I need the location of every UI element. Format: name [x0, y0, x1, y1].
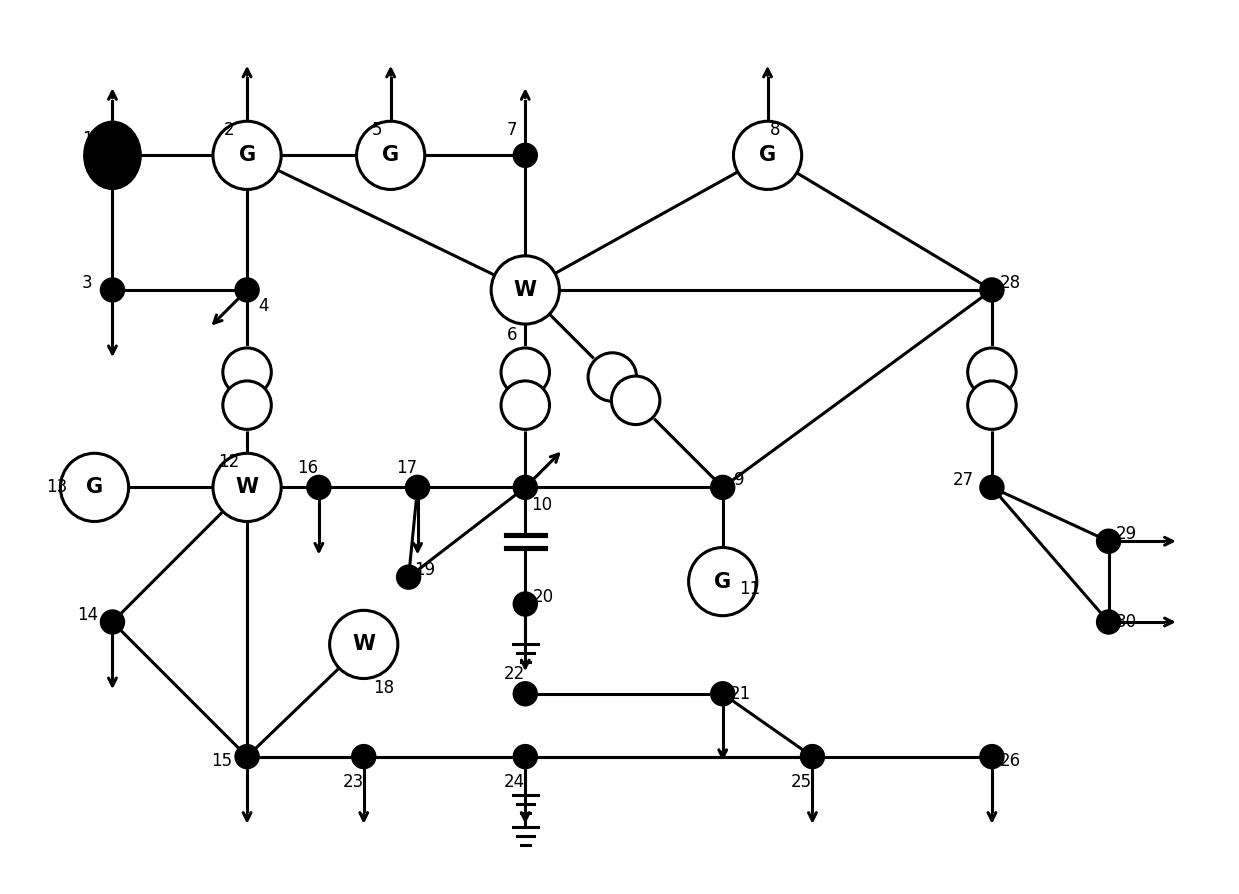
- Circle shape: [61, 453, 129, 521]
- Text: W: W: [235, 477, 259, 497]
- Text: 4: 4: [258, 297, 269, 315]
- Text: 5: 5: [372, 122, 383, 139]
- Circle shape: [711, 682, 735, 705]
- Text: 13: 13: [46, 478, 67, 496]
- Text: 21: 21: [730, 685, 751, 703]
- Text: 15: 15: [212, 752, 233, 770]
- Text: 3: 3: [82, 274, 93, 291]
- Circle shape: [1097, 611, 1120, 634]
- Circle shape: [514, 745, 536, 768]
- Circle shape: [100, 278, 124, 301]
- Circle shape: [514, 476, 536, 499]
- Text: 30: 30: [1116, 613, 1137, 631]
- Text: 7: 7: [507, 122, 517, 139]
- Text: 6: 6: [507, 325, 517, 344]
- Text: 26: 26: [1000, 752, 1021, 770]
- Circle shape: [100, 611, 124, 634]
- Circle shape: [352, 745, 375, 768]
- Circle shape: [235, 745, 259, 768]
- Text: G: G: [382, 146, 399, 165]
- Text: G: G: [239, 146, 255, 165]
- Circle shape: [514, 682, 536, 705]
- Text: 18: 18: [373, 679, 394, 696]
- Circle shape: [213, 453, 281, 521]
- Text: G: G: [760, 146, 776, 165]
- Ellipse shape: [501, 381, 550, 429]
- Text: 29: 29: [1116, 525, 1137, 543]
- Text: G: G: [85, 477, 103, 497]
- Text: 9: 9: [733, 471, 745, 489]
- Circle shape: [980, 476, 1004, 499]
- Circle shape: [396, 566, 420, 589]
- Circle shape: [1097, 529, 1120, 552]
- Ellipse shape: [501, 348, 550, 396]
- Circle shape: [980, 278, 1004, 301]
- Text: 20: 20: [533, 588, 554, 606]
- Circle shape: [213, 122, 281, 190]
- Text: 11: 11: [738, 580, 761, 598]
- Ellipse shape: [968, 348, 1016, 396]
- Circle shape: [800, 745, 824, 768]
- Circle shape: [491, 256, 559, 324]
- Circle shape: [357, 122, 425, 190]
- Circle shape: [711, 476, 735, 499]
- Ellipse shape: [222, 346, 273, 432]
- Text: 17: 17: [396, 459, 418, 477]
- Ellipse shape: [589, 353, 659, 424]
- Text: 10: 10: [530, 496, 553, 514]
- Circle shape: [514, 593, 536, 616]
- Circle shape: [689, 547, 757, 616]
- Text: 24: 24: [504, 772, 525, 790]
- Text: 2: 2: [224, 122, 234, 139]
- Text: 8: 8: [769, 122, 781, 139]
- Circle shape: [330, 611, 398, 679]
- Text: 16: 16: [297, 459, 318, 477]
- Text: 23: 23: [342, 772, 363, 790]
- Text: G: G: [714, 571, 731, 592]
- Circle shape: [980, 745, 1004, 768]
- Ellipse shape: [499, 346, 550, 432]
- Circle shape: [406, 476, 429, 499]
- Text: 19: 19: [414, 561, 435, 579]
- Text: 1: 1: [82, 131, 93, 148]
- Circle shape: [307, 476, 331, 499]
- Ellipse shape: [223, 381, 271, 429]
- Circle shape: [235, 278, 259, 301]
- Text: W: W: [352, 635, 375, 654]
- Text: 14: 14: [77, 606, 98, 624]
- Circle shape: [733, 122, 802, 190]
- Ellipse shape: [968, 381, 1016, 429]
- Text: 12: 12: [218, 453, 240, 471]
- Text: 28: 28: [1000, 274, 1021, 291]
- Text: 22: 22: [504, 665, 525, 683]
- Ellipse shape: [966, 346, 1017, 432]
- Text: 25: 25: [792, 772, 813, 790]
- Ellipse shape: [84, 122, 140, 189]
- Text: W: W: [514, 280, 536, 300]
- Ellipse shape: [611, 376, 660, 425]
- Ellipse shape: [223, 348, 271, 396]
- Ellipse shape: [589, 353, 637, 401]
- Circle shape: [514, 144, 536, 167]
- Text: 27: 27: [953, 471, 974, 489]
